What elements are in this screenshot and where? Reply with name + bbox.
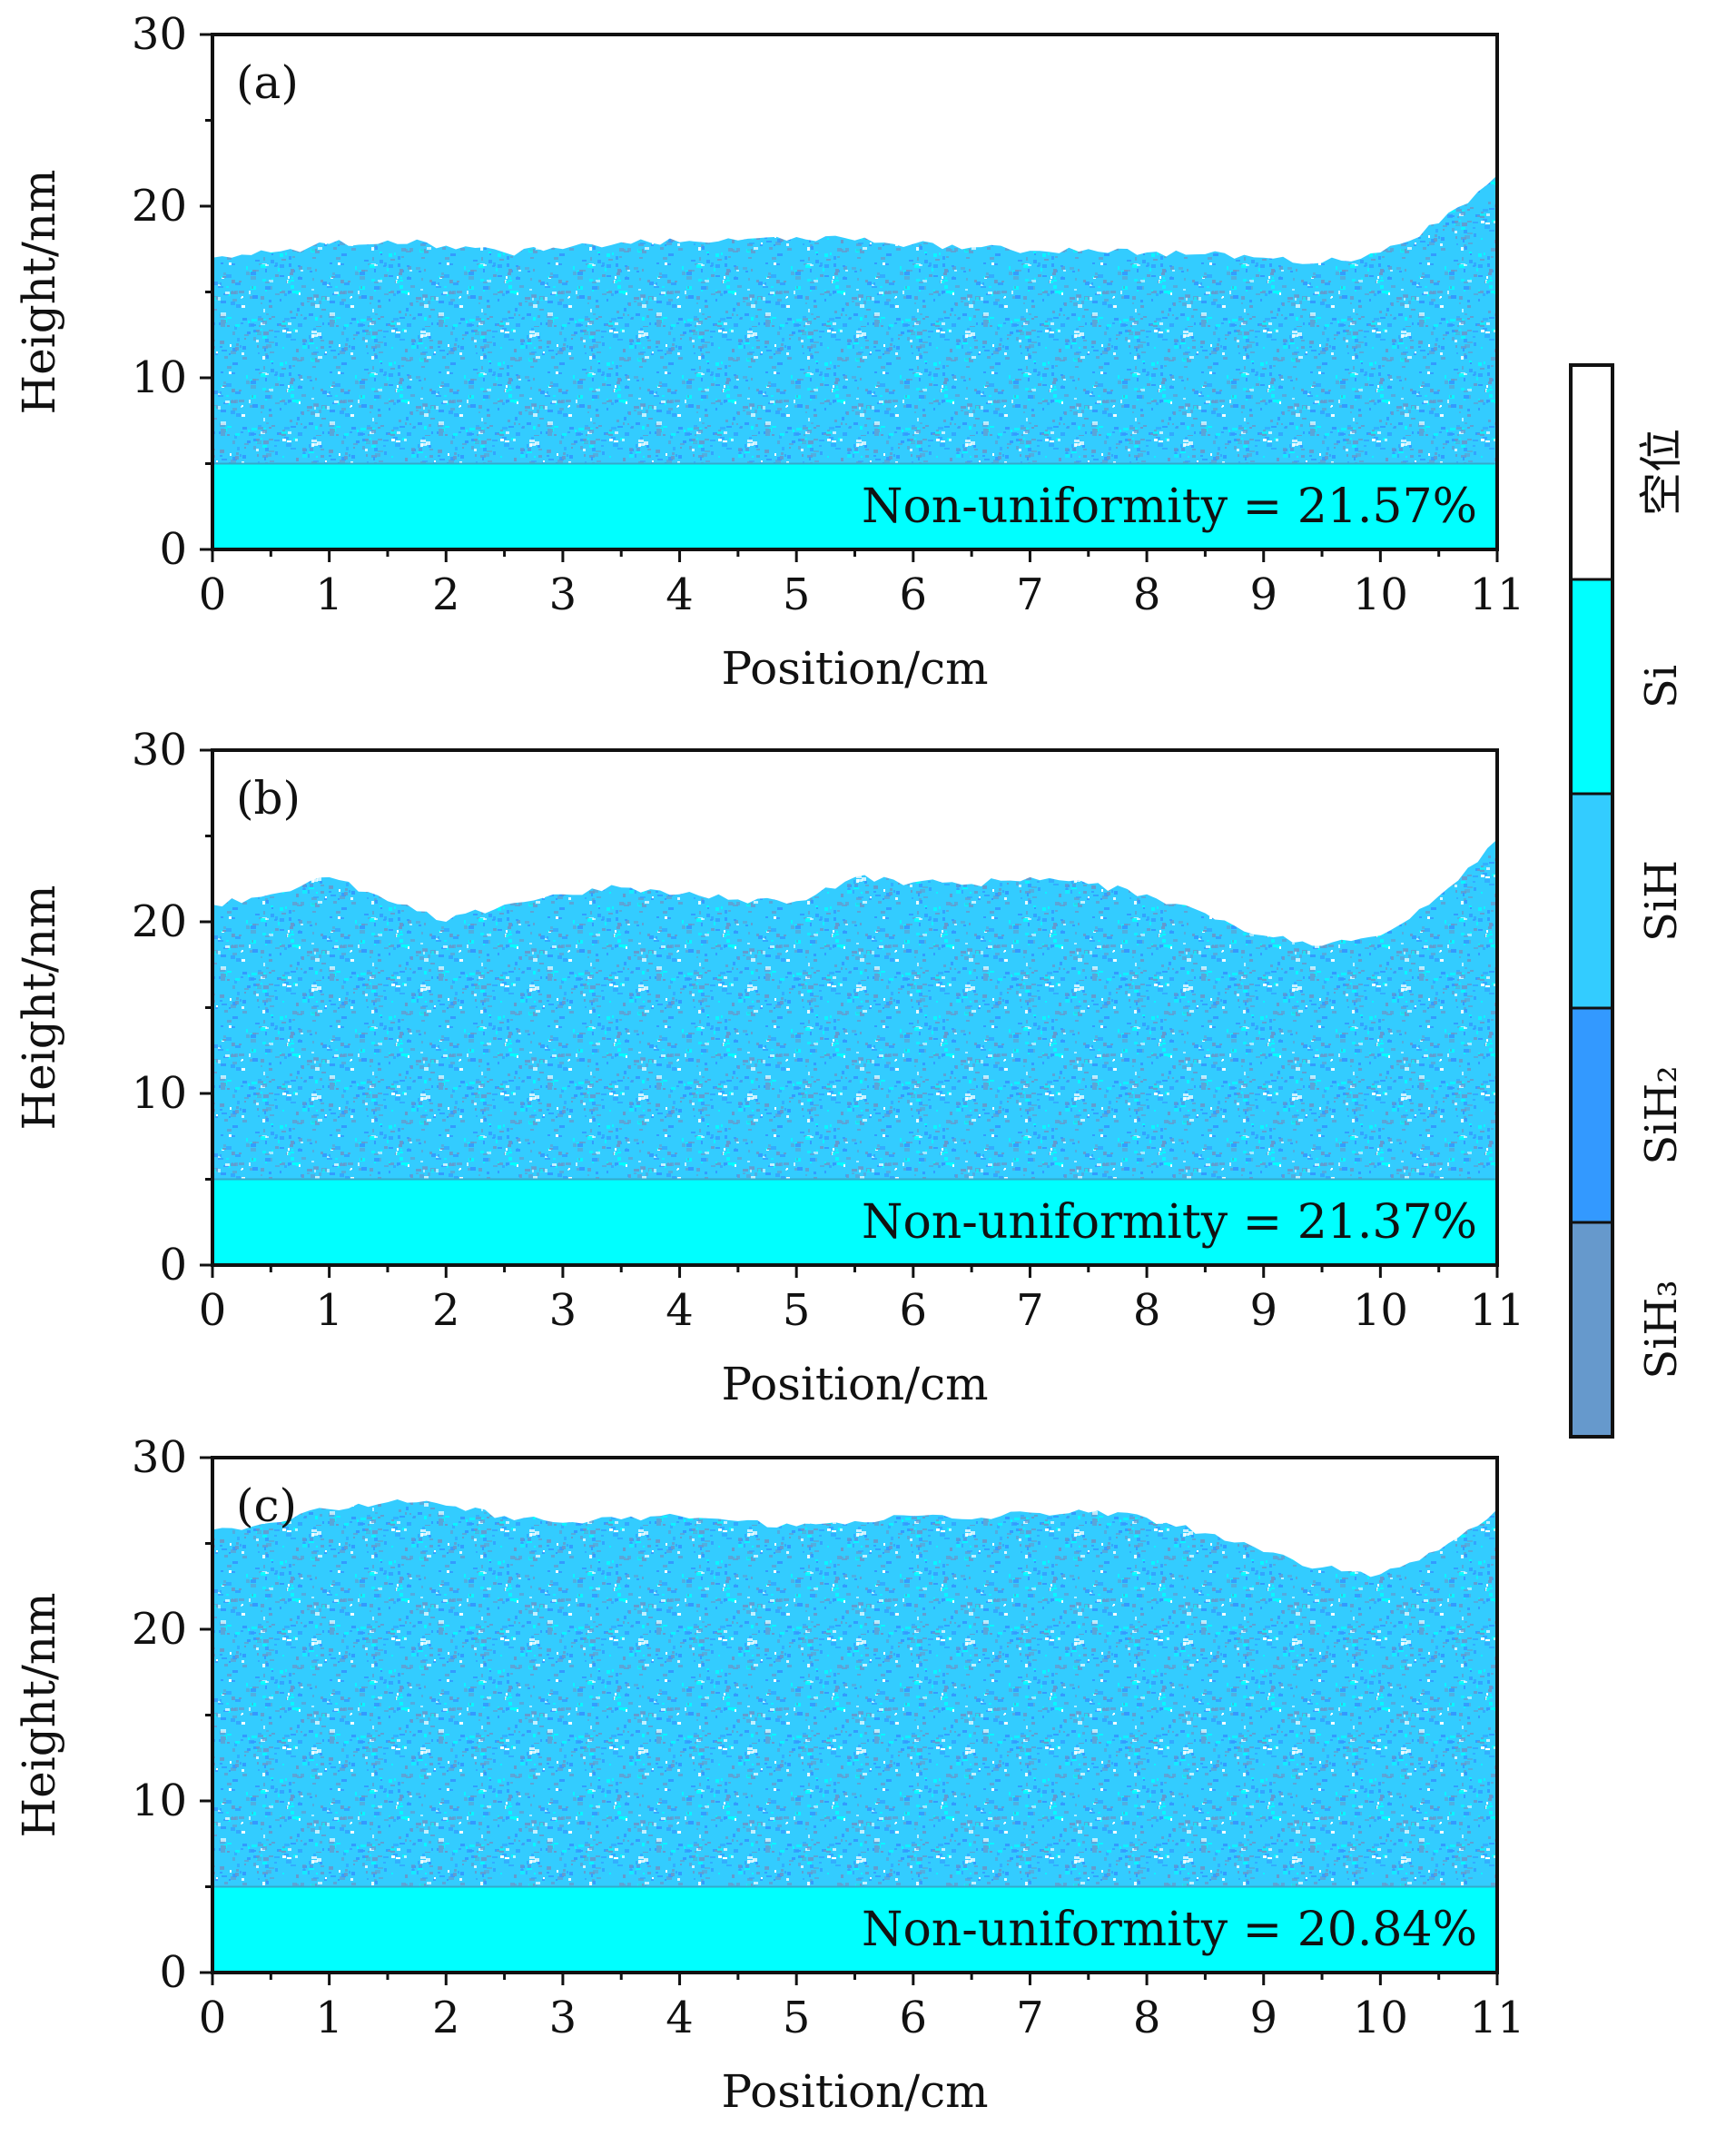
- colorbar-legend: 空位 Si SiH SiH₂ SiH₃: [1569, 363, 1687, 1439]
- x-tick-label: 4: [666, 1285, 694, 1336]
- x-tick-label: 8: [1133, 1285, 1161, 1336]
- panel-label: (a): [236, 56, 299, 109]
- x-tick-label: 10: [1353, 569, 1408, 620]
- y-tick-label: 10: [132, 1068, 187, 1119]
- y-tick-label: 0: [159, 524, 187, 575]
- x-tick-label: 7: [1016, 1993, 1044, 2043]
- y-tick-label: 30: [132, 1432, 187, 1483]
- colorbar-label: SiH₂: [1636, 1065, 1687, 1164]
- colorbar-swatch: [1571, 365, 1612, 579]
- y-tick-label: 20: [132, 181, 187, 232]
- x-axis-label: Position/cm: [721, 1358, 988, 1410]
- y-tick-label: 0: [159, 1947, 187, 1998]
- film-surface-area: [212, 839, 1497, 1180]
- colorbar-label: SiH₃: [1636, 1280, 1687, 1379]
- x-tick-label: 5: [783, 1285, 811, 1336]
- colorbar-label: 空位: [1636, 429, 1687, 516]
- x-tick-label: 8: [1133, 569, 1161, 620]
- y-axis-label: Height/nm: [13, 885, 65, 1131]
- colorbar-swatch: [1571, 579, 1612, 794]
- x-tick-label: 0: [199, 569, 227, 620]
- colorbar-swatch: [1571, 1222, 1612, 1437]
- colorbar-swatch: [1571, 1008, 1612, 1222]
- x-tick-label: 5: [783, 1993, 811, 2043]
- y-axis-label: Height/nm: [13, 170, 65, 415]
- y-tick-label: 0: [159, 1240, 187, 1291]
- x-tick-label: 1: [315, 569, 343, 620]
- x-tick-label: 0: [199, 1285, 227, 1336]
- x-tick-label: 2: [432, 569, 460, 620]
- film-surface-area: [212, 175, 1497, 464]
- x-tick-label: 3: [549, 569, 577, 620]
- substrate-layer: [212, 463, 1497, 549]
- x-tick-label: 0: [199, 1993, 227, 2043]
- x-tick-label: 10: [1353, 1285, 1408, 1336]
- x-tick-label: 11: [1469, 1285, 1524, 1336]
- y-tick-label: 10: [132, 1775, 187, 1826]
- x-tick-label: 6: [900, 1285, 928, 1336]
- x-axis-label: Position/cm: [721, 2065, 988, 2118]
- non-uniformity-annotation: Non-uniformity = 21.37%: [862, 1195, 1477, 1250]
- x-tick-label: 1: [315, 1993, 343, 2043]
- colorbar-frame: [1569, 363, 1614, 1439]
- colorbar-swatch: [1571, 794, 1612, 1008]
- x-tick-label: 5: [783, 569, 811, 620]
- x-tick-label: 4: [666, 1993, 694, 2043]
- x-tick-label: 10: [1353, 1993, 1408, 2043]
- substrate-layer: [212, 1886, 1497, 1973]
- x-tick-label: 8: [1133, 1993, 1161, 2043]
- panel-label: (b): [236, 772, 301, 825]
- y-tick-label: 10: [132, 352, 187, 403]
- panel-c: 0 1 2 3 4 5 6 7 8 9 10 11 0 10 20 30 Position/cm Height/n…: [13, 1432, 1525, 2118]
- x-tick-label: 2: [432, 1993, 460, 2043]
- x-tick-label: 3: [549, 1993, 577, 2043]
- x-tick-label: 9: [1249, 1285, 1277, 1336]
- y-tick-label: 20: [132, 896, 187, 947]
- y-axis-label: Height/nm: [13, 1593, 65, 1838]
- x-tick-label: 6: [900, 569, 928, 620]
- x-tick-label: 9: [1249, 569, 1277, 620]
- non-uniformity-annotation: Non-uniformity = 20.84%: [862, 1903, 1477, 1957]
- panel-a: 0 1 2 3 4 5 6 7 8 9 10 11 0 10 20 30 Position/cm Height/n…: [13, 9, 1525, 695]
- x-tick-label: 1: [315, 1285, 343, 1336]
- panel-b: 0 1 2 3 4 5 6 7 8 9 10 11 0 10 20 30 Position/cm Height/n…: [13, 725, 1525, 1410]
- substrate-layer: [212, 1179, 1497, 1265]
- x-tick-label: 3: [549, 1285, 577, 1336]
- x-tick-label: 7: [1016, 1285, 1044, 1336]
- x-tick-label: 4: [666, 569, 694, 620]
- y-tick-label: 30: [132, 9, 187, 60]
- x-axis-label: Position/cm: [721, 642, 988, 695]
- x-tick-label: 7: [1016, 569, 1044, 620]
- colorbar-label: SiH: [1636, 860, 1687, 942]
- non-uniformity-annotation: Non-uniformity = 21.57%: [862, 480, 1477, 534]
- x-tick-label: 2: [432, 1285, 460, 1336]
- panel-label: (c): [236, 1479, 297, 1532]
- colorbar-label: Si: [1636, 665, 1687, 708]
- y-tick-label: 30: [132, 725, 187, 776]
- y-tick-label: 20: [132, 1604, 187, 1655]
- x-tick-label: 11: [1469, 569, 1524, 620]
- film-surface-area: [212, 1499, 1497, 1887]
- x-tick-label: 11: [1469, 1993, 1524, 2043]
- x-tick-label: 9: [1249, 1993, 1277, 2043]
- x-tick-label: 6: [900, 1993, 928, 2043]
